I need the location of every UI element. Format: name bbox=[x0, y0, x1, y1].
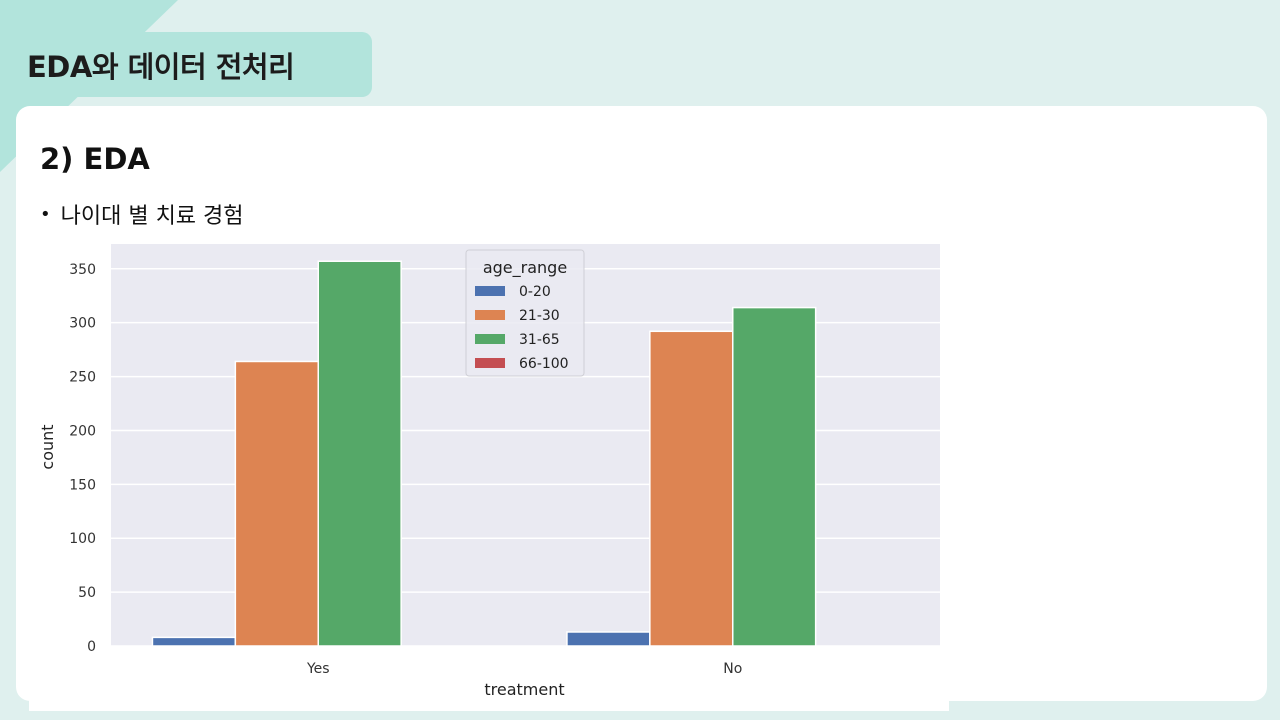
legend-label: 31-65 bbox=[519, 332, 560, 348]
bullet-dot: • bbox=[40, 203, 51, 225]
legend-label: 21-30 bbox=[519, 308, 560, 324]
chart-panel: 0 50 100 150 200 250 300 350 Yes No treatment co… bbox=[29, 232, 949, 711]
bar-chart: 0 50 100 150 200 250 300 350 Yes No treatment co… bbox=[38, 244, 940, 699]
bullet-item: • 나이대 별 치료 경험 bbox=[40, 198, 244, 230]
bar-31-65-Yes bbox=[317, 260, 402, 647]
legend-swatch bbox=[475, 358, 505, 368]
legend-label: 0-20 bbox=[519, 284, 551, 300]
x-tick-label: No bbox=[723, 661, 742, 677]
bar-0-20-Yes bbox=[151, 636, 237, 647]
y-tick-label: 100 bbox=[69, 531, 96, 547]
x-tick-labels: Yes No bbox=[306, 661, 742, 677]
y-axis-label: count bbox=[38, 424, 57, 469]
y-tick-label: 250 bbox=[69, 370, 96, 386]
legend-swatch bbox=[475, 334, 505, 344]
legend-box bbox=[465, 249, 585, 377]
legend-swatch bbox=[475, 310, 505, 320]
x-axis-label: treatment bbox=[484, 680, 564, 699]
x-tick-label: Yes bbox=[306, 661, 330, 677]
legend-title: age_range bbox=[483, 258, 567, 278]
slide-heading: 2) EDA bbox=[40, 142, 150, 176]
y-tick-labels: 0 50 100 150 200 250 300 350 bbox=[69, 262, 96, 655]
y-tick-label: 0 bbox=[87, 639, 96, 655]
y-tick-label: 200 bbox=[69, 423, 96, 439]
section-tab: EDA와 데이터 전처리 bbox=[0, 32, 372, 97]
legend-swatch bbox=[475, 286, 505, 296]
legend: age_range 0-20 21-30 31-65 66-100 bbox=[465, 249, 585, 377]
legend-label: 66-100 bbox=[519, 356, 569, 372]
bar-31-65-No bbox=[732, 306, 817, 647]
bar-0-20-No bbox=[566, 631, 651, 647]
bars bbox=[151, 260, 817, 647]
y-tick-label: 300 bbox=[69, 316, 96, 332]
section-title: EDA와 데이터 전처리 bbox=[27, 49, 295, 84]
y-tick-label: 150 bbox=[69, 477, 96, 493]
bar-21-30-Yes bbox=[234, 360, 320, 647]
y-tick-label: 50 bbox=[78, 585, 96, 601]
bullet-text: 나이대 별 치료 경험 bbox=[60, 204, 244, 229]
bar-21-30-No bbox=[649, 330, 734, 647]
y-tick-label: 350 bbox=[69, 262, 96, 278]
